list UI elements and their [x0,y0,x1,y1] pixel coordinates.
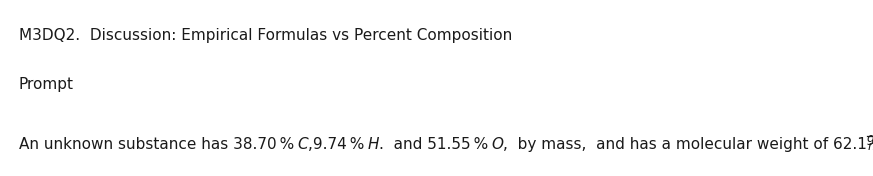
Text: m: m [868,140,873,153]
Text: .  and 51.55 %: . and 51.55 % [379,137,491,152]
Text: ,9.74 %: ,9.74 % [308,137,368,152]
Text: An unknown substance has 38.70 %: An unknown substance has 38.70 % [19,137,297,152]
Text: H: H [368,137,379,152]
Text: ,  by mass,  and has a molecular weight of 62.1: , by mass, and has a molecular weight of… [503,137,867,152]
Text: M3DQ2.  Discussion: Empirical Formulas vs Percent Composition: M3DQ2. Discussion: Empirical Formulas vs… [19,28,512,43]
Text: C: C [297,137,308,152]
Text: O: O [491,137,503,152]
Text: g: g [867,132,873,145]
Text: Prompt: Prompt [19,77,74,92]
